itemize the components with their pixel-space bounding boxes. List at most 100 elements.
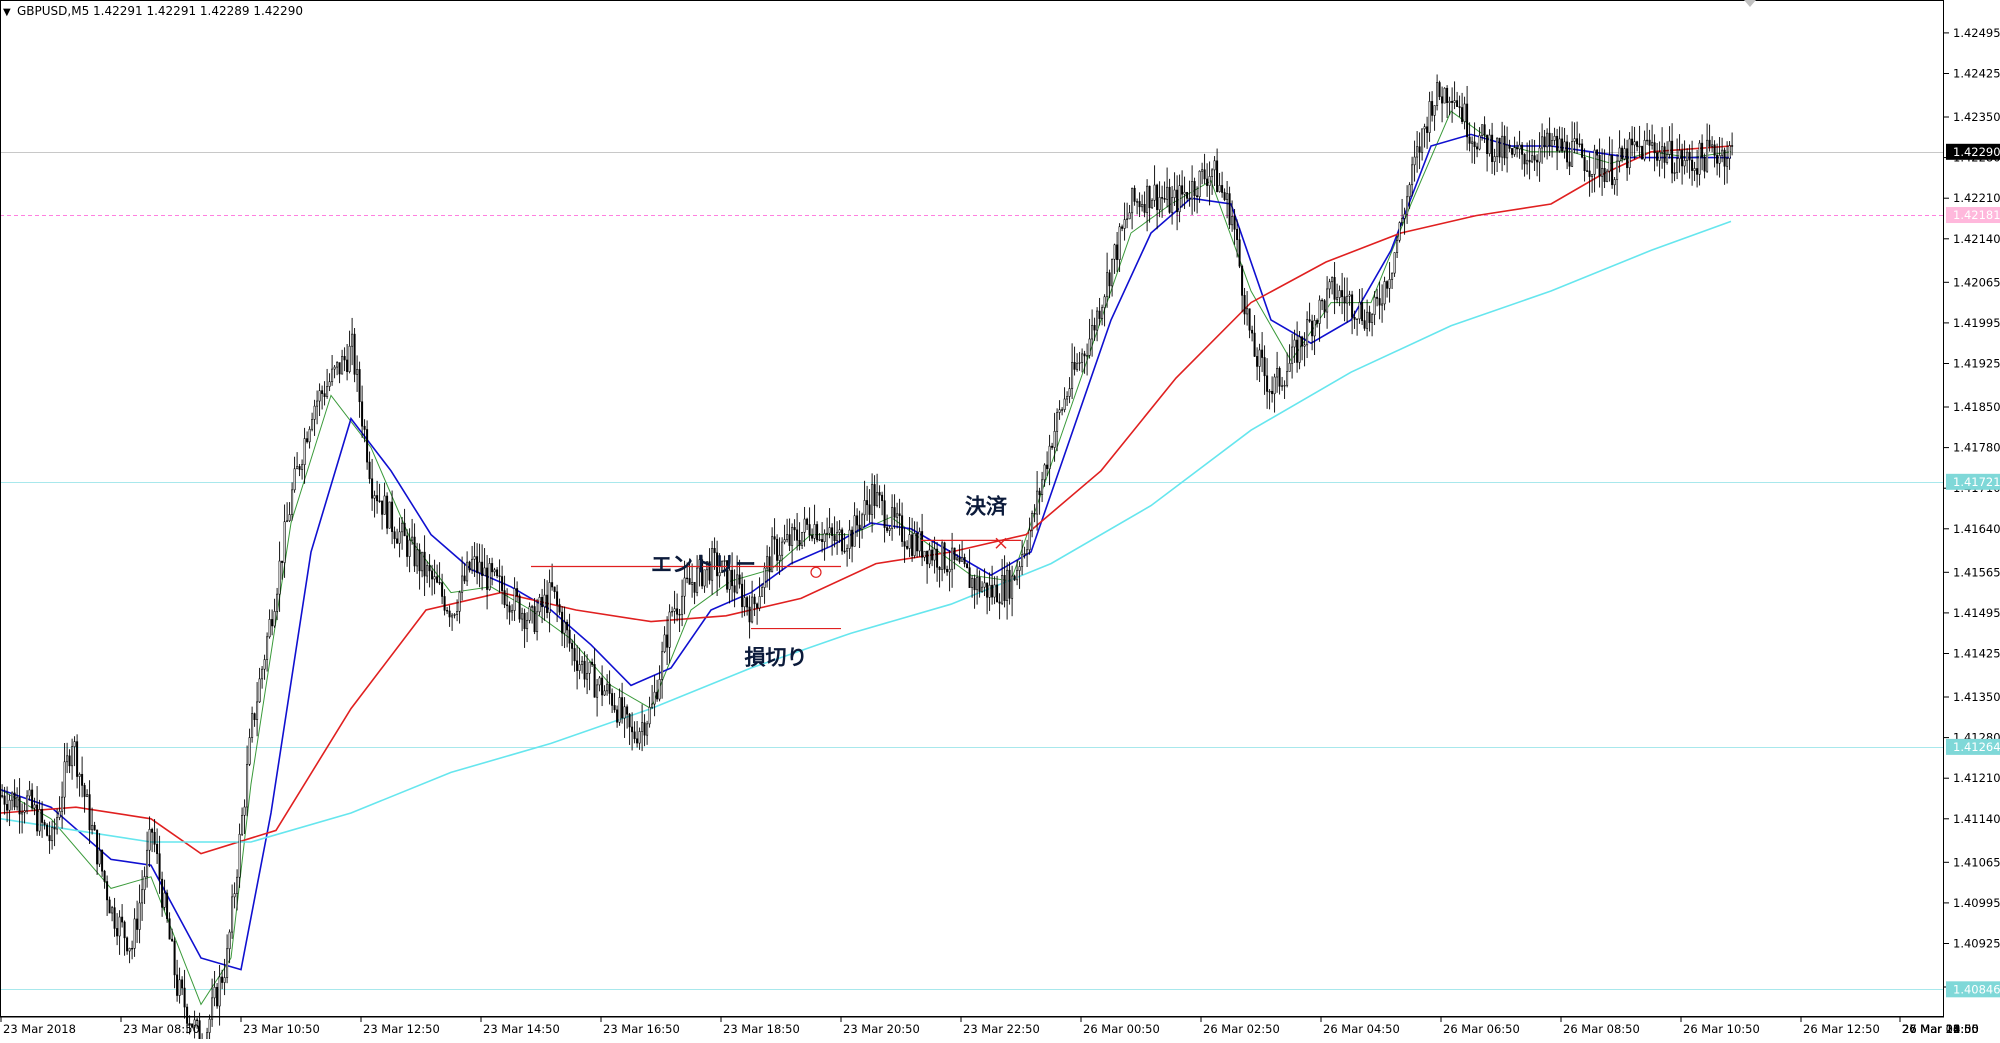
candle [33,797,36,816]
candle [956,553,959,562]
candle [711,540,714,595]
price-label-text: 1.42290 [1953,145,2000,159]
candle [1126,202,1129,229]
candle [823,529,826,561]
candle [326,368,329,399]
candle [158,835,161,894]
candle [1408,182,1411,209]
candle [1011,565,1014,617]
candle [1001,558,1004,606]
candle [786,518,789,543]
candle [1503,125,1506,166]
candle [1466,85,1469,151]
candle [1261,332,1264,373]
candle [648,696,651,728]
annotation-label: 損切り [745,645,808,669]
candle [1021,539,1024,575]
candle [988,572,991,611]
moving-average-line-ma_long[interactable] [0,220,1732,843]
candle [248,728,251,767]
x-tick-label: 23 Mar 10:50 [243,1022,320,1036]
candle [416,542,419,574]
candle [1718,137,1721,178]
candle [603,685,606,696]
candle [1603,149,1606,189]
candle [1413,140,1416,182]
candle [1583,148,1586,182]
candle [156,828,159,864]
candle [71,738,74,780]
moving-average-line-ma_fast[interactable] [0,110,1732,1006]
candle [686,562,689,584]
candle [1136,198,1139,215]
candle [843,533,846,554]
candle [1633,126,1636,160]
moving-average-line-ma_slow[interactable] [0,145,1732,855]
chart-shift-marker-icon[interactable] [1744,0,1756,7]
moving-average-line-ma_mid[interactable] [0,133,1731,971]
candle [1066,391,1069,406]
candle [796,512,799,551]
candle [1538,132,1541,182]
candle [658,665,661,702]
candle [1398,221,1401,243]
candle [1048,434,1051,486]
candle [853,502,856,547]
candle [428,554,431,588]
candle [561,606,564,647]
candle [336,361,339,376]
candle [1431,91,1434,122]
candle [1443,87,1446,104]
candle [1478,127,1481,151]
candle [1683,140,1686,175]
candle [346,344,349,381]
candle [1611,139,1614,189]
candle [1421,128,1424,161]
candle [1388,262,1391,303]
candle [1451,87,1454,123]
candle [1006,562,1009,620]
candle [1378,281,1381,320]
candle [548,569,551,633]
candle [1568,142,1571,176]
candle [998,593,1001,620]
candle [1541,123,1544,164]
candle [1491,122,1494,174]
candle [831,523,834,556]
x-tick-label: 26 Mar 08:50 [1563,1022,1640,1036]
candle [613,692,616,713]
candle [6,786,9,823]
candle [1556,128,1559,171]
x-tick-label: 23 Mar 20:50 [843,1022,920,1036]
candle [1208,161,1211,206]
candle [641,704,644,752]
candle [221,969,224,990]
candle [693,581,696,605]
candle [793,519,796,541]
candle [1731,132,1734,156]
candle [381,500,384,530]
candle [166,889,169,923]
candle [1366,299,1369,337]
candle [953,547,956,570]
candle [1113,243,1116,274]
candle [768,546,771,591]
y-tick-label: 1.41210 [1953,771,2000,785]
candle [86,789,89,798]
chart-title: GBPUSD,M5 1.42291 1.42291 1.42289 1.4229… [17,4,303,18]
candle [78,772,81,797]
x-tick-label: 23 Mar 2018 [3,1022,76,1036]
candle [543,578,546,621]
candle [1331,276,1334,295]
candle [1543,129,1546,158]
candle [306,431,309,444]
candle [138,884,141,944]
candle [1336,283,1339,304]
chart-menu-icon[interactable]: ▼ [3,7,11,18]
candle [743,579,746,617]
x-tick-label: 26 Mar 20:50 [1902,1022,1979,1036]
candle [586,654,589,695]
x-tick-label: 23 Mar 22:50 [963,1022,1040,1036]
candle [798,522,801,551]
